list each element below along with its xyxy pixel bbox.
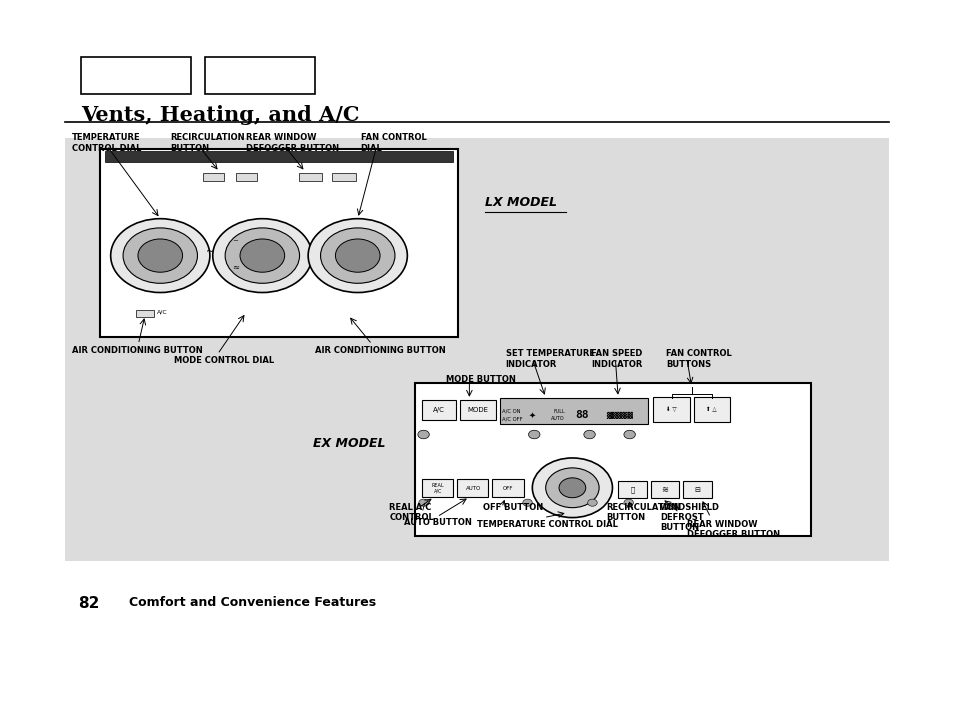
Text: A/C OFF: A/C OFF: [501, 416, 522, 422]
Text: RECIRCULATION
BUTTON: RECIRCULATION BUTTON: [170, 133, 244, 153]
Text: Vents, Heating, and A/C: Vents, Heating, and A/C: [81, 105, 359, 125]
Bar: [459, 400, 496, 420]
Text: FULL: FULL: [553, 408, 564, 414]
Text: EX MODEL: EX MODEL: [313, 437, 385, 450]
Circle shape: [583, 430, 595, 439]
Circle shape: [522, 499, 532, 506]
Text: ⊟: ⊟: [694, 487, 700, 493]
Circle shape: [623, 499, 633, 506]
Text: Comfort and Convenience Features: Comfort and Convenience Features: [129, 596, 375, 609]
Bar: [105, 151, 453, 162]
Circle shape: [587, 499, 597, 506]
Bar: [298, 173, 322, 181]
Bar: [81, 57, 191, 94]
Text: ≈: ≈: [232, 262, 239, 271]
Text: A/C: A/C: [433, 408, 444, 413]
Text: AUTO BUTTON: AUTO BUTTON: [404, 518, 472, 528]
Text: AUTO: AUTO: [551, 416, 564, 422]
Text: TEMPERATURE
CONTROL DIAL: TEMPERATURE CONTROL DIAL: [71, 133, 141, 153]
Text: OFF: OFF: [501, 486, 513, 491]
Circle shape: [532, 458, 612, 518]
Text: WINDSHIELD
DEFROST
BUTTON: WINDSHIELD DEFROST BUTTON: [659, 503, 720, 532]
Circle shape: [308, 219, 407, 293]
Bar: [653, 397, 689, 422]
Circle shape: [320, 228, 395, 283]
Bar: [136, 310, 153, 317]
Circle shape: [138, 239, 182, 272]
Bar: [421, 479, 453, 497]
Text: AIR CONDITIONING BUTTON: AIR CONDITIONING BUTTON: [314, 346, 445, 356]
Text: FAN CONTROL
BUTTONS: FAN CONTROL BUTTONS: [665, 349, 731, 368]
Text: A/C: A/C: [157, 310, 168, 315]
Text: REAL
A/C: REAL A/C: [431, 483, 444, 494]
Text: MODE BUTTON: MODE BUTTON: [446, 375, 516, 384]
Circle shape: [111, 219, 210, 293]
Circle shape: [213, 219, 312, 293]
Text: SET TEMPERATURE
INDICATOR: SET TEMPERATURE INDICATOR: [505, 349, 594, 368]
Text: A/C ON: A/C ON: [501, 408, 519, 414]
Text: OFF BUTTON: OFF BUTTON: [482, 503, 542, 512]
Text: 88: 88: [575, 410, 588, 420]
Text: 82: 82: [78, 596, 99, 611]
Text: AIR CONDITIONING BUTTON: AIR CONDITIONING BUTTON: [71, 346, 202, 356]
Text: LX MODEL: LX MODEL: [484, 196, 556, 209]
Circle shape: [418, 499, 428, 506]
Text: REAL A/C
CONTROL: REAL A/C CONTROL: [389, 503, 434, 522]
Text: ⬆ △: ⬆ △: [705, 407, 717, 413]
Circle shape: [335, 239, 379, 272]
Circle shape: [558, 478, 585, 498]
Bar: [421, 400, 456, 420]
Bar: [235, 173, 256, 181]
Text: MODE CONTROL DIAL: MODE CONTROL DIAL: [173, 356, 274, 366]
Text: ✦: ✦: [528, 411, 536, 420]
Circle shape: [225, 228, 299, 283]
Bar: [499, 398, 647, 424]
Text: ~: ~: [233, 239, 238, 244]
Bar: [65, 138, 888, 561]
Text: RECIRCULATION
BUTTON: RECIRCULATION BUTTON: [605, 503, 679, 522]
Bar: [100, 149, 457, 337]
Circle shape: [417, 430, 429, 439]
Text: AUTO: AUTO: [465, 486, 480, 491]
Text: ≋: ≋: [660, 486, 668, 494]
Text: MODE: MODE: [467, 408, 488, 413]
Bar: [203, 173, 224, 181]
Text: ▓▓▓▓▓: ▓▓▓▓▓: [605, 412, 632, 419]
Bar: [650, 481, 679, 498]
Text: ⬇ ▽: ⬇ ▽: [665, 407, 677, 413]
Bar: [492, 479, 523, 497]
Bar: [415, 383, 810, 536]
Bar: [618, 481, 646, 498]
Bar: [693, 397, 729, 422]
Bar: [332, 173, 355, 181]
Circle shape: [545, 468, 598, 508]
Text: ~: ~: [206, 247, 213, 257]
Text: 🚗: 🚗: [630, 486, 634, 493]
Circle shape: [528, 430, 539, 439]
Circle shape: [123, 228, 197, 283]
Circle shape: [240, 239, 284, 272]
Text: FAN SPEED
INDICATOR: FAN SPEED INDICATOR: [591, 349, 642, 368]
Bar: [205, 57, 314, 94]
Bar: [456, 479, 488, 497]
Text: REAR WINDOW
DEFOGGER BUTTON: REAR WINDOW DEFOGGER BUTTON: [686, 520, 780, 539]
Text: FAN CONTROL
DIAL: FAN CONTROL DIAL: [360, 133, 426, 153]
Text: TEMPERATURE CONTROL DIAL: TEMPERATURE CONTROL DIAL: [476, 520, 618, 529]
Text: REAR WINDOW
DEFOGGER BUTTON: REAR WINDOW DEFOGGER BUTTON: [246, 133, 339, 153]
Circle shape: [623, 430, 635, 439]
Bar: [682, 481, 711, 498]
